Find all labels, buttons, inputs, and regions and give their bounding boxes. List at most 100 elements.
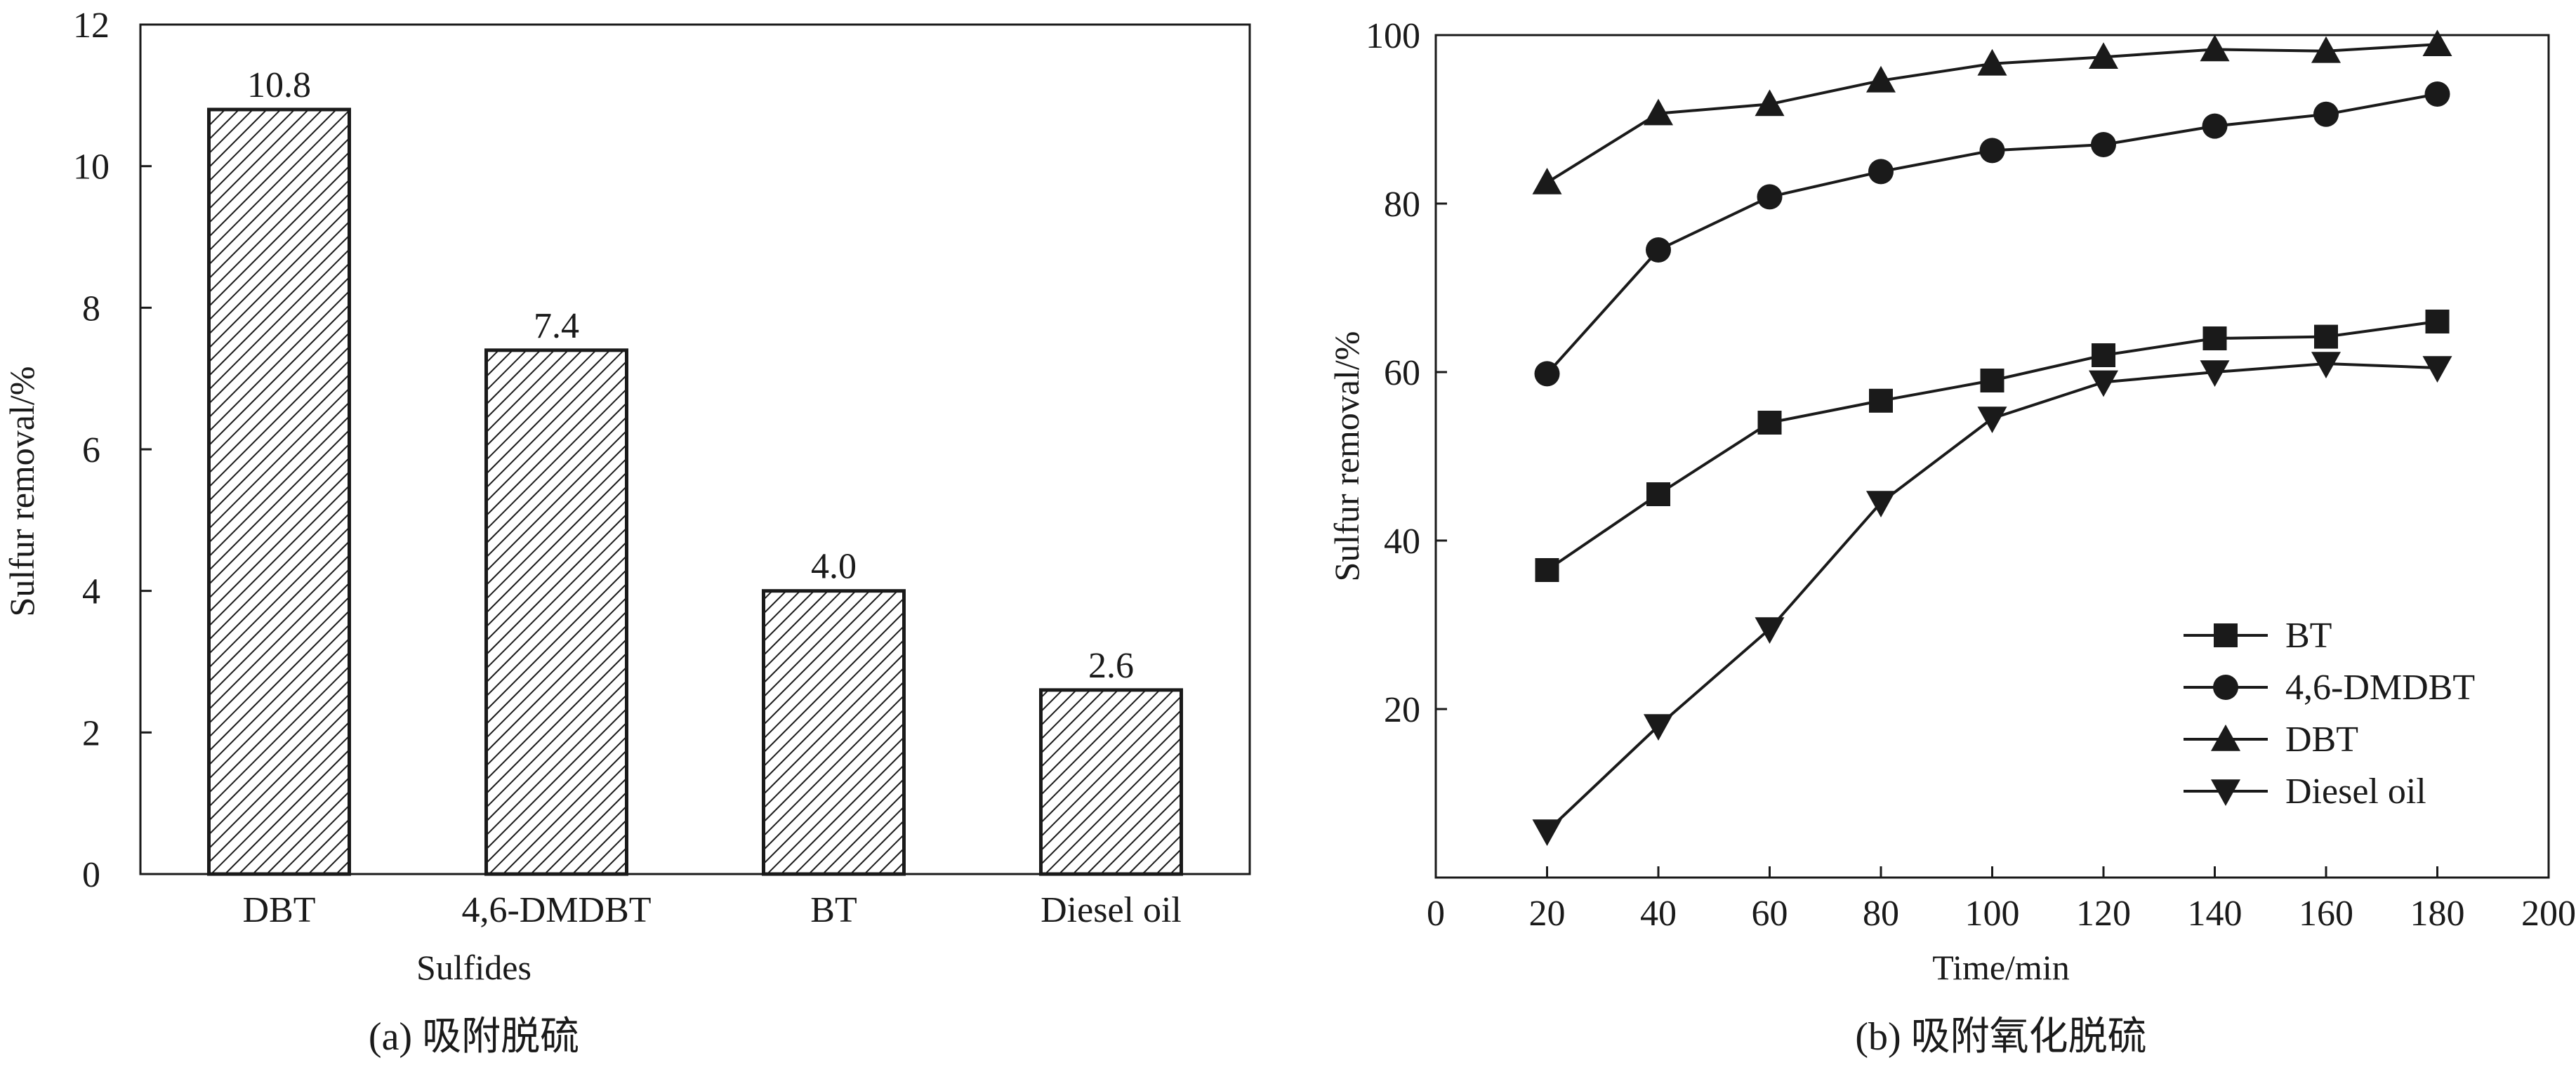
x-tick-label: 40 <box>1640 894 1677 934</box>
x-tick-label: 4,6-DMDBT <box>461 890 651 930</box>
data-point <box>2089 370 2118 397</box>
bar-diesel-oil <box>1039 688 1183 876</box>
x-axis-label: Sulfides <box>416 948 531 987</box>
legend-item: BT <box>2184 616 2332 656</box>
y-axis-label: Sulfur removal/% <box>2 366 41 617</box>
y-tick-label: 80 <box>1384 185 1420 225</box>
data-point <box>2422 356 2452 383</box>
bar-value-label: 2.6 <box>1088 646 1134 686</box>
x-tick-label: 80 <box>1863 894 1899 934</box>
y-tick-label: 20 <box>1384 690 1420 730</box>
caption-b: (b) 吸附氧化脱硫 <box>1855 1015 2146 1059</box>
data-point <box>1535 558 1559 582</box>
data-point <box>1646 237 1671 263</box>
data-point <box>2200 34 2230 62</box>
data-point <box>2424 81 2450 107</box>
data-point <box>1757 411 1782 435</box>
data-point <box>1644 714 1673 741</box>
legend-label: 4,6-DMDBT <box>2285 668 2475 708</box>
data-point <box>2202 326 2227 350</box>
y-tick-label: 60 <box>1384 353 1420 393</box>
data-point <box>2092 343 2115 367</box>
x-tick-label: 140 <box>2188 894 2243 934</box>
bar-chart-adsorption: 0 2 4 6 8 10 12 10.8 DBT 7.4 4,6-DMDBT 4.0 BT 2.6 Dies… <box>2 6 1251 1059</box>
x-tick-label: 160 <box>2299 894 2353 934</box>
y-tick-label: 4 <box>82 572 100 612</box>
data-point <box>1532 168 1562 194</box>
bar-bt <box>762 589 906 876</box>
data-point <box>1644 98 1673 126</box>
series-diesel-oil <box>1532 352 2452 846</box>
data-point <box>2425 310 2450 333</box>
legend: BT 4,6-DMDBT DBT Diesel oil <box>2184 616 2475 812</box>
data-point <box>2202 113 2228 139</box>
bar-dbt <box>207 107 351 876</box>
y-tick-label: 10 <box>73 147 110 187</box>
legend-label: DBT <box>2285 720 2358 760</box>
data-point <box>2313 101 2339 127</box>
x-tick-label: BT <box>810 890 857 930</box>
series-line <box>1546 362 2438 833</box>
data-point <box>2311 36 2341 63</box>
plot-area: 0 2 4 6 8 10 12 10.8 DBT 7.4 4,6-DMDBT 4.0 BT 2.6 Dies… <box>73 6 1251 930</box>
data-point <box>2089 42 2118 69</box>
series-4-6-dmdbt <box>1534 81 2450 387</box>
bar-value-label: 10.8 <box>247 65 311 105</box>
y-tick-label: 2 <box>82 713 100 753</box>
bar-value-label: 4.0 <box>811 547 857 587</box>
data-point <box>1755 89 1785 117</box>
series-line <box>1546 320 2438 571</box>
y-tick-label: 40 <box>1384 522 1420 562</box>
series-bt <box>1535 310 2450 582</box>
data-point <box>1980 369 2004 392</box>
legend-marker <box>2213 675 2238 700</box>
data-point <box>1534 361 1560 387</box>
legend-marker <box>2211 725 2240 751</box>
data-point <box>1977 48 2007 76</box>
data-point <box>2091 132 2116 157</box>
x-tick-label: Diesel oil <box>1041 890 1182 930</box>
series-dbt <box>1532 29 2452 194</box>
line-chart-adsorption-oxidation: 0 20 40 60 80 100 120 140 160 180 200 20 40 60 80 100 B… <box>1327 16 2576 1059</box>
y-tick-label: 6 <box>82 430 100 470</box>
x-tick-label: 20 <box>1529 894 1566 934</box>
data-point <box>2311 352 2341 378</box>
y-tick-label: 0 <box>82 855 100 895</box>
legend-marker <box>2211 779 2240 806</box>
legend-label: BT <box>2285 616 2332 656</box>
legend-item: DBT <box>2184 720 2358 760</box>
x-tick-label: 120 <box>2076 894 2131 934</box>
data-point <box>1866 65 1896 93</box>
y-tick-label: 12 <box>73 6 110 46</box>
plot-area: 0 20 40 60 80 100 120 140 160 180 200 20 40 60 80 100 <box>1366 16 2576 934</box>
y-tick-label: 100 <box>1366 16 1420 56</box>
data-point <box>1757 184 1783 210</box>
data-point <box>1869 388 1893 413</box>
legend-marker <box>2214 623 2238 647</box>
y-tick-label: 8 <box>82 289 100 329</box>
x-tick-label: DBT <box>243 890 316 930</box>
legend-item: Diesel oil <box>2184 772 2426 812</box>
data-point <box>1646 482 1670 506</box>
y-axis-label: Sulfur removal/% <box>1327 331 1366 582</box>
bar-4-6-dmdbt <box>484 348 628 876</box>
data-point <box>1977 406 2007 433</box>
data-point <box>1868 159 1894 185</box>
legend-item: 4,6-DMDBT <box>2184 668 2475 708</box>
data-point <box>1979 138 2005 164</box>
data-point <box>1866 491 1896 517</box>
data-point <box>2422 29 2452 56</box>
x-tick-label: 180 <box>2410 894 2465 934</box>
x-tick-label: 0 <box>1427 894 1445 934</box>
x-axis-label: Time/min <box>1932 948 2069 987</box>
caption-a: (a) 吸附脱硫 <box>369 1015 579 1059</box>
data-point <box>2314 324 2338 349</box>
data-point <box>2200 360 2230 387</box>
x-tick-label: 60 <box>1752 894 1788 934</box>
x-tick-label: 100 <box>1965 894 2020 934</box>
series-line <box>1546 93 2438 375</box>
x-tick-label: 200 <box>2521 894 2576 934</box>
legend-label: Diesel oil <box>2285 772 2426 812</box>
bar-value-label: 7.4 <box>534 306 579 346</box>
